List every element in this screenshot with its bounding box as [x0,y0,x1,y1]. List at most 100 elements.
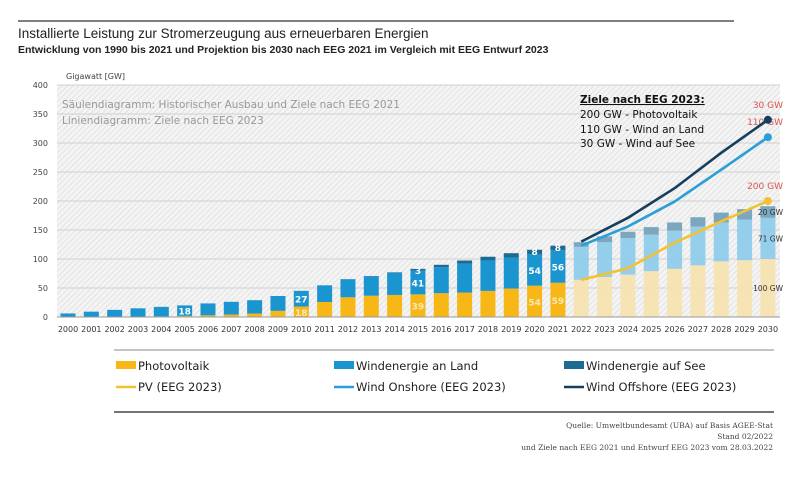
x-tick-label: 2026 [664,325,684,334]
x-tick-label: 2013 [361,325,381,334]
bar-windenergie-an-land [527,254,543,286]
y-tick-label: 300 [33,139,48,148]
bar-windenergie-auf-see [620,231,636,239]
x-tick-label: 2014 [384,325,404,334]
x-tick-label: 2001 [81,325,101,334]
bar-photovoltaik [457,292,473,317]
bar-windenergie-auf-see [713,212,729,223]
x-tick-label: 2028 [711,325,731,334]
chart-title: Installierte Leistung zur Stromerzeugung… [18,26,429,41]
target-label-eeg2023: 200 GW [747,182,783,192]
bar-photovoltaik [760,259,776,317]
y-tick-label: 250 [33,168,48,177]
bar-photovoltaik [643,271,659,317]
target-label-eeg2021: 100 GW [753,284,784,293]
chart-note-1: Säulendiagramm: Historischer Ausbau und … [62,99,400,111]
line-pv-eeg-2023- [580,199,769,282]
x-tick-label: 2007 [221,325,241,334]
line-wind-offshore-eeg-2023- [580,118,769,243]
chart-note-2: Liniendiagramm: Ziele nach EEG 2023 [62,115,264,127]
bar-windenergie-an-land [247,300,263,314]
x-tick-label: 2009 [268,325,288,334]
x-tick-label: 2000 [58,325,78,334]
bar-windenergie-an-land [667,230,683,269]
legend-label: Wind Onshore (EEG 2023) [356,380,506,394]
legend-label: Photovoltaik [138,359,210,373]
data-label: 18 [295,309,308,319]
bar-windenergie-an-land [597,242,613,277]
data-label: 39 [412,303,425,313]
data-label: 3 [415,267,421,277]
bar-photovoltaik [363,295,379,317]
legend-swatch [334,361,354,369]
bar-windenergie-auf-see [457,260,473,264]
bar-photovoltaik [247,313,263,317]
data-label: 59 [552,297,565,307]
bar-photovoltaik [410,294,426,317]
x-tick-label: 2002 [104,325,124,334]
x-tick-label: 2015 [408,325,428,334]
x-tick-label: 2012 [338,325,358,334]
bar-windenergie-an-land [200,303,216,316]
source-line-3: und Ziele nach EEG 2021 und Entwurf EEG … [521,443,773,452]
data-label: 27 [295,296,308,306]
y-tick-label: 150 [33,226,48,235]
y-tick-label: 0 [43,313,48,322]
data-label: 8 [531,248,537,258]
x-tick-label: 2020 [524,325,544,334]
targets-heading: Ziele nach EEG 2023: [580,94,705,106]
bar-windenergie-an-land [550,250,566,283]
bar-photovoltaik [713,261,729,317]
data-label: 54 [528,267,541,277]
source-line-2: Stand 02/2022 [717,432,773,441]
bar-photovoltaik [177,315,193,317]
bar-photovoltaik [667,268,683,317]
x-tick-label: 2004 [151,325,171,334]
bar-photovoltaik [223,314,239,317]
bar-windenergie-an-land [317,285,333,302]
bar-windenergie-auf-see [527,249,543,255]
x-tick-label: 2022 [571,325,591,334]
bar-windenergie-an-land [457,263,473,293]
bar-windenergie-an-land [480,260,496,291]
line-end-marker [763,115,772,124]
target-label-eeg2021: 71 GW [758,235,784,244]
bar-photovoltaik [550,282,566,317]
bar-windenergie-an-land [223,301,239,315]
line-end-marker [763,133,772,142]
data-label: 41 [412,279,425,289]
bar-windenergie-an-land [643,234,659,272]
x-tick-label: 2016 [431,325,451,334]
line-wind-onshore-eeg-2023- [580,136,769,247]
bar-photovoltaik [690,265,706,317]
bar-windenergie-an-land [760,217,776,259]
bar-photovoltaik [293,306,309,317]
bar-windenergie-an-land [387,272,403,295]
bar-windenergie-an-land [713,222,729,262]
bar-windenergie-auf-see [503,253,519,258]
y-tick-label: 350 [33,110,48,119]
bar-windenergie-an-land [270,296,286,311]
bar-photovoltaik [480,290,496,317]
x-tick-label: 2025 [641,325,661,334]
bar-windenergie-auf-see [667,222,683,231]
bar-windenergie-auf-see [410,268,426,271]
data-label: 56 [552,264,565,274]
line-end-marker [763,197,772,205]
legend-label: Wind Offshore (EEG 2023) [586,380,736,394]
bar-windenergie-auf-see [737,209,753,220]
target-label-eeg2021: 20 GW [758,208,784,217]
bar-windenergie-an-land [130,308,146,317]
bar-photovoltaik [527,285,543,317]
bar-windenergie-auf-see [550,245,566,251]
bar-photovoltaik [597,276,613,317]
y-tick-label: 200 [33,197,48,206]
target-pv: 200 GW - Photovoltaik [580,109,698,121]
x-tick-label: 2011 [314,325,334,334]
source-line-1: Quelle: Umweltbundesamt (UBA) auf Basis … [566,421,773,430]
x-tick-label: 2003 [128,325,148,334]
bar-windenergie-an-land [153,306,169,317]
bar-windenergie-auf-see [690,217,706,227]
bar-windenergie-an-land [410,270,426,295]
